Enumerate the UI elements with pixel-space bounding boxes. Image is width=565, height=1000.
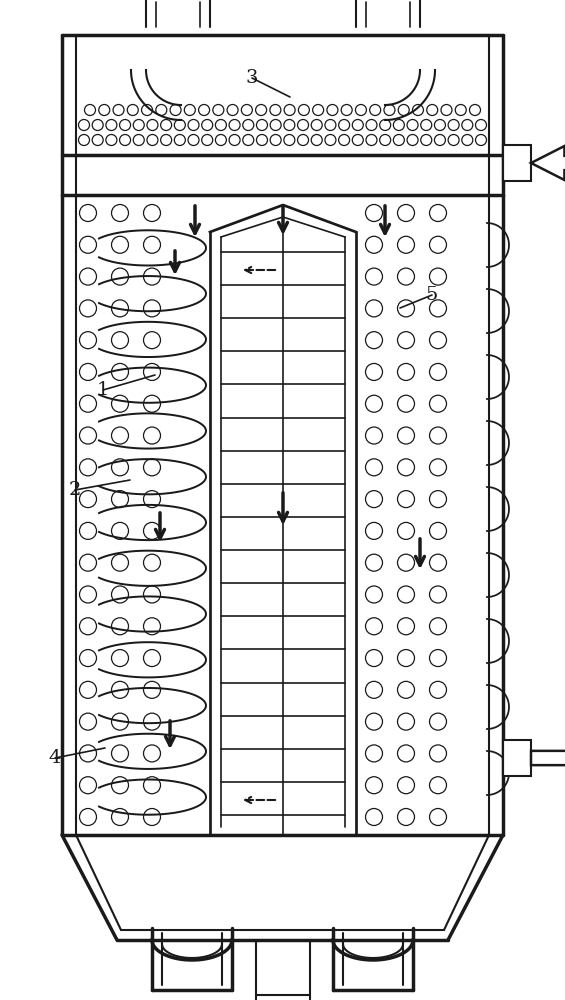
Bar xyxy=(503,145,531,181)
Polygon shape xyxy=(531,146,565,180)
Polygon shape xyxy=(531,741,565,775)
Text: 3: 3 xyxy=(246,69,258,87)
Polygon shape xyxy=(385,70,435,120)
Text: 5: 5 xyxy=(426,286,438,304)
Text: 1: 1 xyxy=(97,381,109,399)
Text: 2: 2 xyxy=(69,481,81,499)
Polygon shape xyxy=(131,70,181,120)
Bar xyxy=(503,740,531,776)
Text: 4: 4 xyxy=(49,749,61,767)
